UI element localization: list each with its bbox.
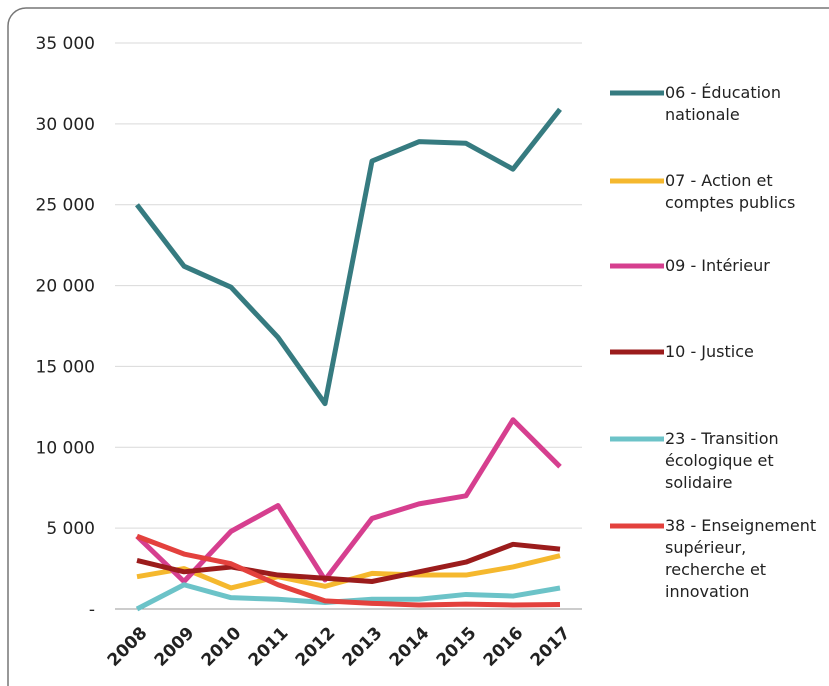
legend-label: 10 - Justice: [665, 342, 754, 361]
y-tick-label: 5 000: [46, 519, 95, 539]
legend-label: 09 - Intérieur: [665, 256, 770, 275]
x-tick-label: 2008: [104, 623, 152, 671]
series-line: [136, 541, 561, 585]
x-tick-label: 2011: [245, 623, 293, 671]
frame: [7, 7, 829, 686]
x-tick-label: 2013: [339, 623, 387, 671]
legend-label: 23 - Transition écologique et solidaire: [665, 429, 779, 492]
x-tick-label: 2016: [480, 623, 528, 671]
x-tick-label: 2009: [151, 623, 199, 671]
y-tick-label: 20 000: [36, 277, 95, 297]
x-tick-label: 2017: [527, 623, 575, 671]
y-tick-label: 35 000: [36, 34, 95, 54]
y-tick-label: -: [89, 600, 95, 620]
legend-label: 07 - Action et comptes publics: [665, 171, 796, 212]
series-line: [135, 107, 562, 407]
series-line: [136, 533, 561, 608]
y-tick-label: 30 000: [36, 115, 95, 135]
legend-label: 06 - Éducation nationale: [665, 83, 781, 124]
x-tick-label: 2012: [292, 623, 340, 671]
x-tick-label: 2010: [198, 623, 246, 671]
y-tick-label: 25 000: [36, 196, 95, 216]
x-tick-label: 2014: [386, 623, 434, 671]
y-tick-label: 10 000: [36, 438, 95, 458]
legend-label: 38 - Enseignement supérieur, recherche e…: [665, 516, 817, 601]
y-tick-label: 15 000: [36, 357, 95, 377]
x-tick-label: 2015: [433, 623, 481, 671]
